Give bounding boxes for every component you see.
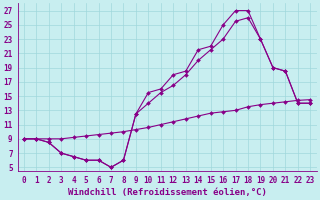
X-axis label: Windchill (Refroidissement éolien,°C): Windchill (Refroidissement éolien,°C) [68, 188, 267, 197]
